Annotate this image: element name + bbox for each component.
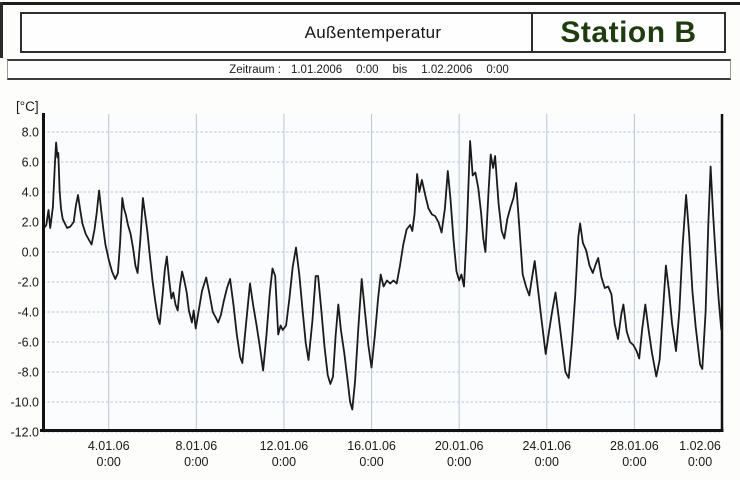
x-tick-date: 1.02.06: [679, 439, 721, 453]
x-tick-time: 0:00: [688, 455, 712, 469]
period-end-date: 1.02.2006: [421, 63, 473, 76]
x-tick-date: 20.01.06: [435, 439, 484, 453]
report-header: Außentemperatur Station B: [20, 12, 726, 53]
scan-left-border: [0, 2, 3, 58]
x-tick-date: 16.01.06: [347, 439, 396, 453]
y-tick-label: 2.0: [22, 216, 39, 230]
plot-area: [43, 114, 722, 433]
x-tick-time: 0:00: [447, 455, 471, 469]
x-tick-date: 28.01.06: [610, 439, 659, 453]
y-axis-unit-label: [°C]: [16, 99, 39, 114]
scan-top-border: [0, 2, 740, 5]
period-label: Zeitraum :: [229, 63, 281, 76]
y-tick-label: -10.0: [11, 396, 40, 410]
x-tick-time: 0:00: [97, 455, 121, 469]
y-tick-label: 8.0: [22, 126, 39, 140]
temperature-line: [43, 140, 723, 411]
y-tick-label: 6.0: [22, 156, 39, 170]
x-tick-time: 0:00: [272, 455, 296, 469]
period-end-time: 0:00: [486, 63, 509, 76]
y-tick-label: -8.0: [17, 366, 39, 380]
y-tick-label: 4.0: [22, 186, 39, 200]
period-connector: bis: [392, 63, 408, 76]
x-tick-time: 0:00: [184, 455, 208, 469]
x-tick-date: 8.01.06: [175, 439, 217, 453]
station-label: Station B: [531, 14, 724, 51]
page-title: Außentemperatur: [304, 22, 442, 42]
x-tick-date: 12.01.06: [260, 439, 309, 453]
x-tick-date: 4.01.06: [88, 439, 130, 453]
x-tick-date: 24.01.06: [522, 439, 571, 453]
y-tick-label: 0.0: [22, 246, 39, 260]
period-start-date: 1.01.2006: [290, 63, 343, 76]
period-start-time: 0:00: [356, 63, 379, 76]
x-tick-time: 0:00: [622, 455, 646, 469]
x-tick-time: 0:00: [535, 455, 559, 469]
y-tick-label: -4.0: [17, 306, 39, 320]
x-tick-time: 0:00: [359, 455, 383, 469]
y-tick-label: -6.0: [17, 336, 39, 350]
y-tick-label: -2.0: [17, 276, 39, 290]
y-tick-label: -12.0: [11, 426, 40, 440]
period-bar: Zeitraum : 1.01.2006 0:00 bis 1.02.2006 …: [7, 59, 731, 80]
